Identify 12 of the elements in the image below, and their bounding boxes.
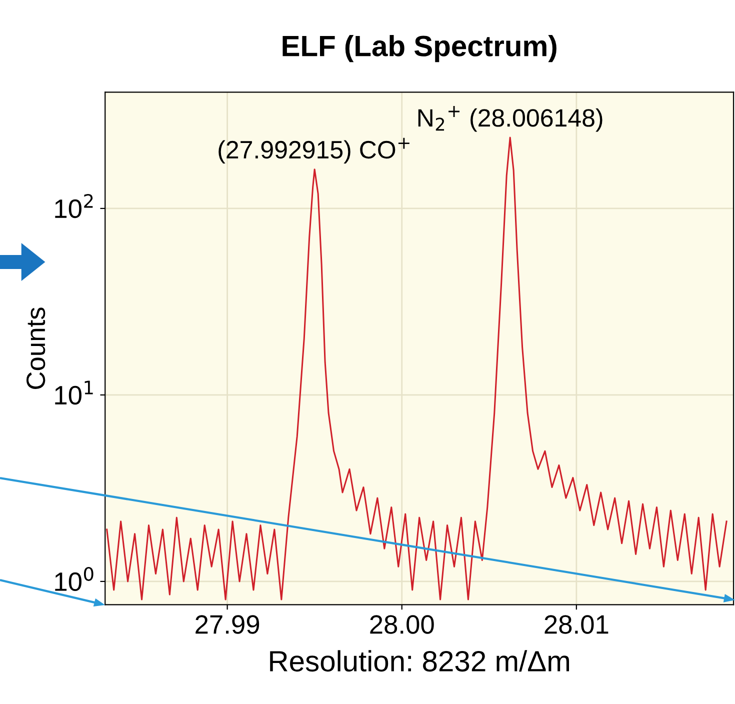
annotation: (27.992915) CO$^{+}$ [218,138,410,164]
x-axis-title: Resolution: 8232 m/Δm [270,650,569,672]
y-tick-label: 10$^{2}$ [55,194,93,218]
line-series [106,136,728,600]
y-tick-label: 10$^{1}$ [55,380,93,405]
annotation: N$_{2}$$^{+}$ (28.006148) [418,106,602,132]
x-tick-label: 28.00 [370,615,434,634]
x-tick-label: 28.01 [544,615,608,634]
y-tick-label: 10$^{0}$ [55,566,94,592]
chart-title: ELF (Lab Spectrum) [282,34,556,62]
x-tick-label: 27.99 [196,615,260,634]
y-axis-title: Counts [26,308,46,389]
